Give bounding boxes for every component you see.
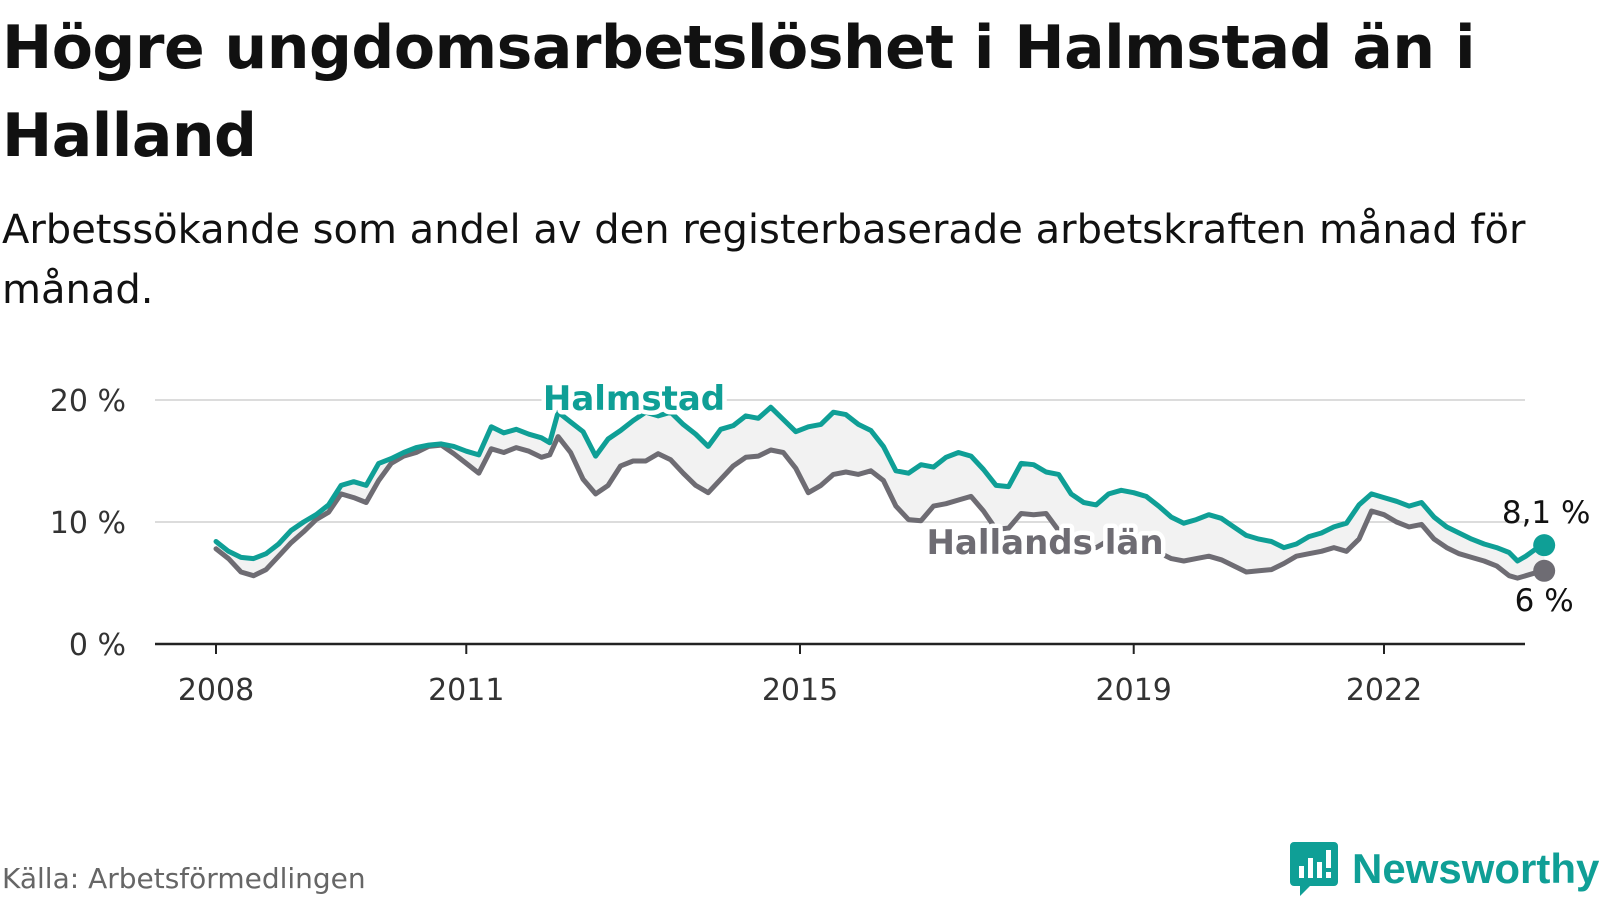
series-line-halmstad: [213, 404, 1547, 564]
newsworthy-logo-text: Newsworthy: [1352, 845, 1600, 892]
y-tick-label: 0 %: [69, 628, 126, 663]
source-note: Källa: Arbetsförmedlingen: [2, 862, 366, 895]
end-point-halmstad: [1533, 534, 1556, 557]
series-label-hallands-lan: Hallands län: [926, 523, 1163, 563]
y-tick-label: 10 %: [50, 506, 126, 541]
series-label-halmstad-halo: Halmstad: [543, 379, 725, 419]
x-tick-label: 2019: [1096, 673, 1172, 708]
x-tick-label: 2022: [1346, 673, 1422, 708]
end-point-hallands-lan: [1533, 559, 1556, 582]
x-tick-label: 2011: [428, 673, 504, 708]
gap-area: [216, 407, 1545, 579]
x-tick-label: 2015: [762, 673, 838, 708]
newsworthy-logo[interactable]: Newsworthy: [1290, 842, 1599, 896]
series-label-hallands-lan-halo: Hallands län: [926, 523, 1163, 563]
end-label-halmstad: 8,1 %: [1502, 495, 1591, 531]
chart-title: Högre ungdomsarbetslöshet i Halmstad än …: [2, 13, 1476, 171]
end-label-hallands-lan: 6 %: [1515, 583, 1574, 619]
y-tick-label: 20 %: [50, 384, 126, 419]
chart-subtitle: Arbetssökande som andel av den registerb…: [2, 207, 1526, 313]
line-chart: 0 % 10 % 20 % 2008 2011 2015 2019 2022 Halmstad H…: [50, 375, 1591, 709]
series-label-halmstad: Halmstad: [543, 379, 725, 419]
x-tick-label: 2008: [178, 673, 254, 708]
newsworthy-logo-icon: [1290, 842, 1338, 896]
